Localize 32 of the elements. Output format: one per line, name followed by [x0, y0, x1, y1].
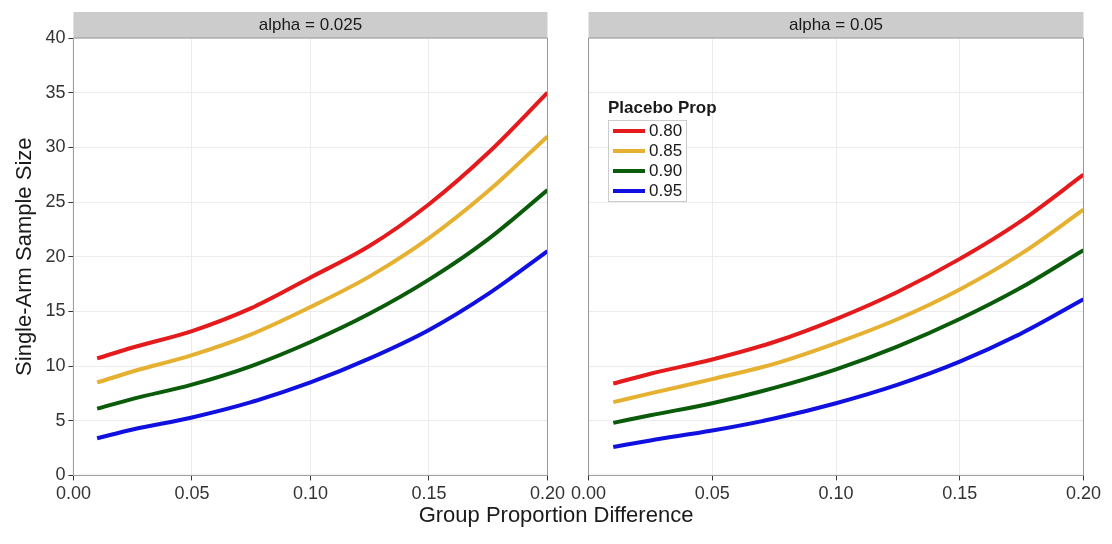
y-tick-label: 15	[45, 300, 66, 321]
line-series	[95, 249, 548, 441]
legend-label: 0.95	[649, 181, 684, 201]
y-tick-label: 25	[45, 190, 66, 211]
x-tick-label: 0.05	[174, 483, 210, 504]
x-tick-label: 0.10	[818, 483, 854, 504]
line-series	[95, 90, 548, 361]
y-tick-label: 10	[45, 355, 66, 376]
legend-label: 0.90	[649, 161, 684, 181]
line-series	[95, 134, 548, 385]
x-axis-title: Group Proportion Difference	[417, 502, 695, 528]
legend-label: 0.85	[649, 141, 684, 161]
y-tick-label: 20	[45, 245, 66, 266]
chart-title: alpha = 0.05	[788, 14, 884, 34]
x-tick-label: 0.05	[694, 483, 730, 504]
x-tick-label: 0.15	[411, 483, 447, 504]
y-tick-label: 5	[55, 409, 66, 430]
x-tick-label: 0.10	[292, 483, 328, 504]
x-tick-label: 0.15	[942, 483, 978, 504]
x-tick-label: 0.20	[1065, 483, 1102, 504]
y-tick-label: 35	[45, 81, 66, 102]
chart-title: alpha = 0.025	[258, 14, 363, 34]
y-tick-label: 30	[45, 136, 66, 157]
line-series	[95, 188, 548, 411]
x-tick-label: 0.20	[529, 483, 566, 504]
legend-title: Placebo Prop	[608, 98, 717, 118]
y-tick-label: 40	[45, 26, 66, 47]
y-tick-label: 0	[55, 464, 66, 485]
x-tick-label: 0.00	[570, 483, 607, 504]
y-axis-title: Single-Arm Sample Size	[11, 137, 37, 376]
legend-label: 0.80	[649, 121, 684, 141]
x-tick-label: 0.00	[55, 483, 91, 504]
